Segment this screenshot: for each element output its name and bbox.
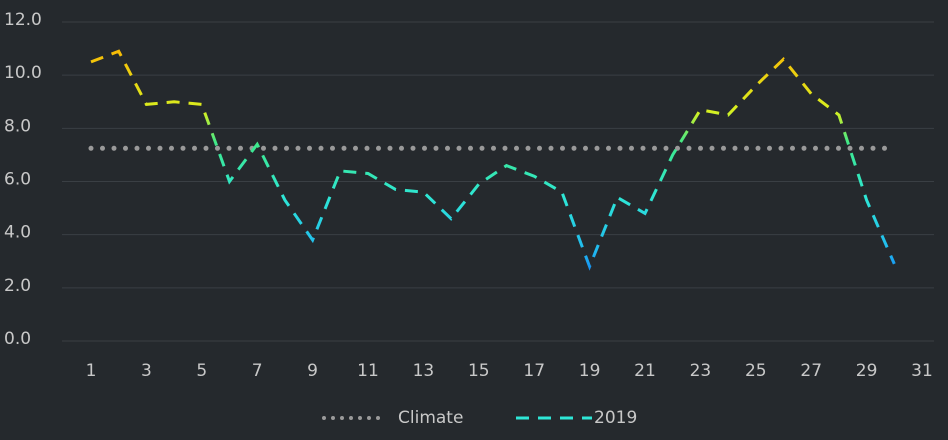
- x-tick-label: 23: [690, 361, 712, 381]
- legend: Climate 2019: [322, 408, 637, 428]
- x-tick-label: 7: [252, 361, 263, 381]
- y-tick-label: 12.0: [4, 10, 42, 30]
- x-tick-label: 29: [856, 361, 878, 381]
- x-tick-label: 13: [413, 361, 435, 381]
- y-tick-label: 4.0: [4, 223, 31, 243]
- x-tick-label: 25: [745, 361, 767, 381]
- x-tick-label: 5: [196, 361, 207, 381]
- x-tick-label: 21: [634, 361, 656, 381]
- x-tick-label: 3: [141, 361, 152, 381]
- y-tick-label: 6.0: [4, 170, 31, 190]
- series-line: [90, 49, 896, 271]
- x-tick-label: 27: [800, 361, 822, 381]
- x-tick-label: 17: [523, 361, 545, 381]
- y-tick-label: 8.0: [4, 116, 31, 136]
- x-tick-label: 15: [468, 361, 490, 381]
- legend-label: Climate: [398, 408, 463, 428]
- x-tick-label: 9: [307, 361, 318, 381]
- y-tick-label: 10.0: [4, 63, 42, 83]
- x-tick-label: 1: [86, 361, 97, 381]
- y-tick-label: 0.0: [4, 329, 31, 349]
- x-tick-label: 11: [357, 361, 379, 381]
- legend-label: 2019: [594, 408, 637, 428]
- x-tick-label: 19: [579, 361, 601, 381]
- y-tick-label: 2.0: [4, 276, 31, 296]
- x-tick-label: 31: [911, 361, 933, 381]
